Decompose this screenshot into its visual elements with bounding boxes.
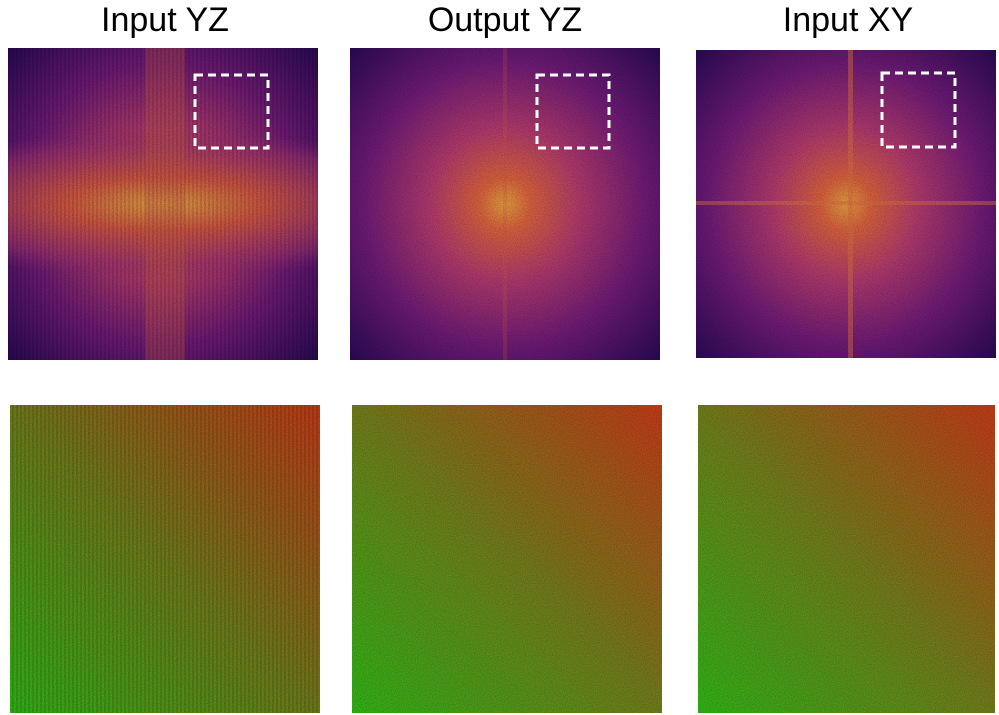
phase-image — [698, 405, 995, 713]
phase-image — [352, 405, 662, 713]
figure: Input YZ Output YZ Input XY — [0, 0, 999, 715]
phase-image — [10, 405, 320, 713]
page: Input YZ Output YZ Input XY (() => — [0, 0, 999, 715]
panel-title: Output YZ — [428, 1, 582, 39]
panel-title: Input XY — [783, 1, 913, 39]
spectrum-image — [350, 48, 660, 360]
spectrum-image — [8, 48, 318, 360]
panel-title: Input YZ — [101, 1, 229, 39]
spectrum-image — [696, 50, 996, 358]
